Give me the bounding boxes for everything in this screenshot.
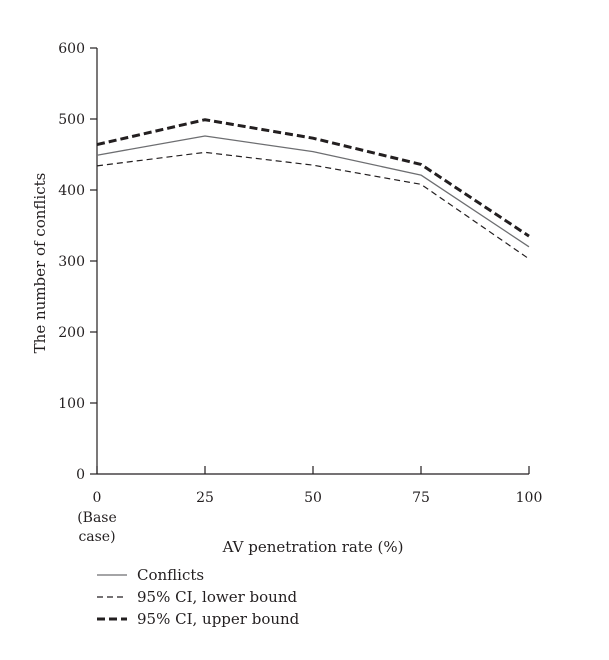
y-tick-label: 200 bbox=[58, 325, 85, 341]
legend-label-3: 95% CI, upper bound bbox=[137, 610, 300, 628]
x-tick-sublabel: case) bbox=[78, 529, 115, 545]
legend: Conflicts 95% CI, lower bound 95% CI, uppe… bbox=[97, 566, 300, 628]
y-tick-label: 100 bbox=[58, 396, 85, 412]
y-tick-label: 400 bbox=[58, 183, 85, 199]
x-axis-title: AV penetration rate (%) bbox=[222, 538, 404, 556]
legend-label-2: 95% CI, lower bound bbox=[137, 588, 297, 606]
y-tick-label: 0 bbox=[76, 467, 85, 483]
y-tick-label: 600 bbox=[58, 41, 85, 57]
series-line-3 bbox=[96, 118, 530, 238]
y-tick-label: 500 bbox=[58, 112, 85, 128]
y-axis: 0 100 200 300 400 500 600 bbox=[58, 41, 98, 483]
series-line-2 bbox=[96, 151, 530, 260]
x-tick-label: 50 bbox=[304, 490, 322, 506]
x-tick-sublabel: (Base bbox=[77, 510, 117, 526]
x-tick-label: 100 bbox=[516, 490, 543, 506]
x-tick-label: 75 bbox=[412, 490, 430, 506]
series-line-1 bbox=[96, 135, 530, 248]
legend-label-1: Conflicts bbox=[137, 566, 204, 584]
x-axis: 0 25 50 75 100 (Base case) bbox=[77, 466, 542, 545]
y-tick-label: 300 bbox=[58, 254, 85, 270]
x-tick-label: 0 bbox=[93, 490, 102, 506]
series-layer bbox=[96, 118, 530, 260]
y-axis-title: The number of conflicts bbox=[31, 173, 49, 354]
x-tick-label: 25 bbox=[196, 490, 214, 506]
